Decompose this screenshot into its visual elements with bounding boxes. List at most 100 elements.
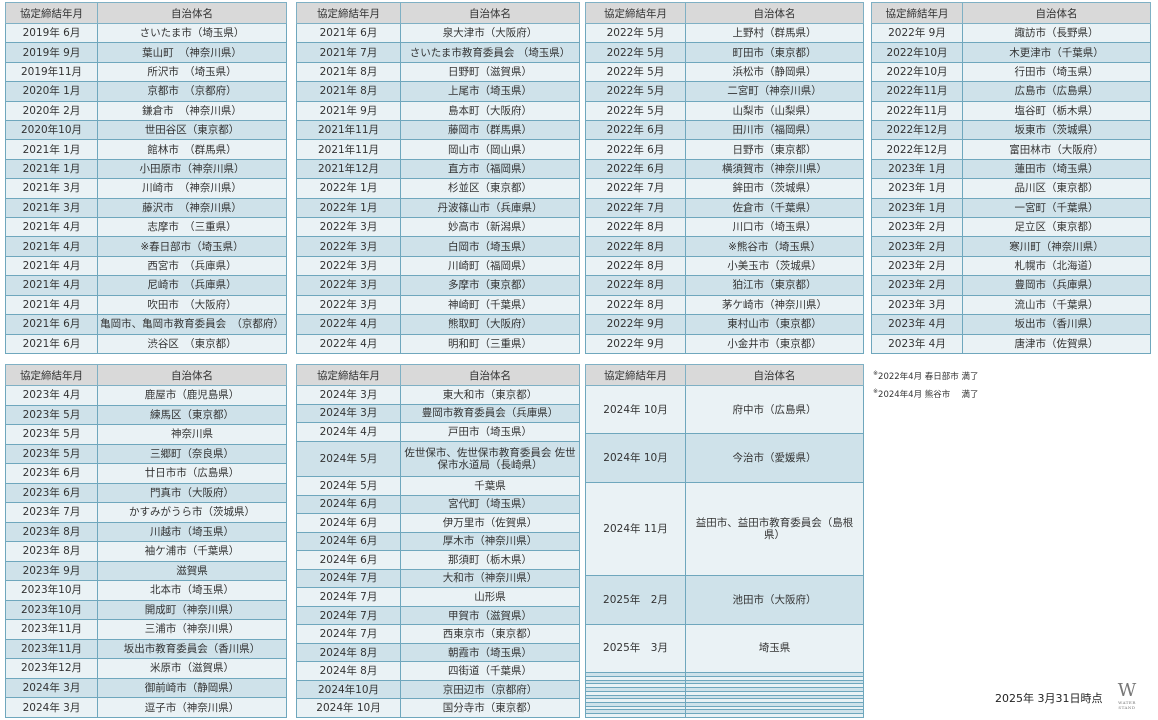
table-row: 2023年 4月 鹿屋市（鹿児島県） xyxy=(5,385,287,406)
table-row: 2022年 8月 小美玉市（茨城県） xyxy=(585,255,864,277)
agreement-date: 2024年 8月 xyxy=(296,642,401,663)
header-row: 協定締結年月 自治体名 xyxy=(871,2,1151,24)
municipality-name: 京田辺市（京都府） xyxy=(400,679,580,700)
municipality-name: 札幌市（北海道） xyxy=(962,255,1151,277)
municipality-name: 米原市（滋賀県） xyxy=(97,658,287,679)
municipality-name: 狛江市（東京都） xyxy=(685,275,864,296)
agreement-date: 2024年 6月 xyxy=(296,513,401,533)
table-row xyxy=(585,713,864,718)
table-row: 2023年 5月 練馬区（東京都） xyxy=(5,404,287,426)
table-row: 2024年 7月 山形県 xyxy=(296,587,580,607)
table-row: 2023年 1月 一宮町（千葉県） xyxy=(871,197,1151,219)
table-row: 2022年 5月 山梨市（山梨県） xyxy=(585,100,864,122)
municipality-name: 豊岡市（兵庫県） xyxy=(962,275,1151,296)
agreement-date: 2020年10月 xyxy=(5,120,98,141)
table-row: 2024年 7月 西東京市（東京都） xyxy=(296,624,580,644)
table-row: 2019年 6月 さいたま市（埼玉県） xyxy=(5,22,287,44)
municipality-name: 上尾市（埼玉県） xyxy=(400,81,580,102)
agreement-date: 2024年 10月 xyxy=(585,384,686,435)
agreement-date: 2022年 3月 xyxy=(296,275,401,296)
header-name: 自治体名 xyxy=(685,2,864,24)
table-row: 2021年 8月 上尾市（埼玉県） xyxy=(296,81,580,102)
agreement-date: 2021年 8月 xyxy=(296,81,401,102)
agreement-date: 2023年11月 xyxy=(5,619,98,640)
table-row: 2023年 8月 袖ケ浦市（千葉県） xyxy=(5,541,287,562)
table-row: 2024年 8月 四街道（千葉県） xyxy=(296,661,580,681)
municipality-name xyxy=(685,713,864,718)
table-row: 2021年 4月 志摩市 （三重県） xyxy=(5,217,287,238)
agreement-date: 2025年 3月 xyxy=(585,623,686,674)
municipality-name: 川崎町（福岡県） xyxy=(400,255,580,277)
table-row: 2023年 3月 流山市（千葉県） xyxy=(871,294,1151,316)
municipality-name: 御前崎市（静岡県） xyxy=(97,677,287,699)
municipality-name: 二宮町（神奈川県） xyxy=(685,81,864,102)
table-row: 2023年10月 開成町（神奈川県） xyxy=(5,599,287,621)
agreement-date: 2023年 6月 xyxy=(5,463,98,484)
agreement-date: 2021年 3月 xyxy=(5,197,98,219)
agreement-date: 2021年 4月 xyxy=(5,236,98,257)
table-row: 2024年 8月 朝霞市（埼玉県） xyxy=(296,642,580,663)
table-row: 2023年 1月 品川区（東京都） xyxy=(871,178,1151,199)
agreement-table: 協定締結年月 自治体名 2023年 4月 鹿屋市（鹿児島県） 2023年 5月 練馬区（東… xyxy=(5,364,287,718)
table-row: 2023年 5月 三郷町（奈良県） xyxy=(5,443,287,465)
header-name: 自治体名 xyxy=(97,364,287,386)
table-row: 2024年 6月 宮代町（埼玉県） xyxy=(296,494,580,515)
agreement-date: 2023年10月 xyxy=(5,599,98,621)
table-row: 2022年 5月 浜松市（静岡県） xyxy=(585,61,864,83)
table-row: 2022年10月 行田市（埼玉県） xyxy=(871,61,1151,83)
municipality-name: 行田市（埼玉県） xyxy=(962,61,1151,83)
header-row: 協定締結年月 自治体名 xyxy=(296,2,580,24)
municipality-name: 佐世保市、佐世保市教育委員会 佐世保市水道局（長崎県） xyxy=(400,440,580,478)
header-row: 協定締結年月 自治体名 xyxy=(585,2,864,24)
agreement-date: 2025年 2月 xyxy=(585,575,686,625)
municipality-name: 丹波篠山市（兵庫県） xyxy=(400,197,580,219)
agreement-date: 2022年 8月 xyxy=(585,217,686,238)
agreement-date: 2023年 8月 xyxy=(5,541,98,562)
table-row: 2022年 9月 東村山市（東京都） xyxy=(585,314,864,335)
header-date: 協定締結年月 xyxy=(5,2,98,24)
table-row: 2022年 3月 川崎町（福岡県） xyxy=(296,255,580,277)
footnote-1: ※2022年4月 春日部市 満了 xyxy=(873,370,979,382)
municipality-name: 明和町（三重県） xyxy=(400,333,580,354)
municipality-name: 藤岡市（群馬県） xyxy=(400,120,580,141)
municipality-name: 伊万里市（佐賀県） xyxy=(400,513,580,533)
table-row: 2024年 7月 大和市（神奈川県） xyxy=(296,568,580,589)
agreement-date: 2022年 8月 xyxy=(585,236,686,257)
table-row: 2021年 8月 日野町（滋賀県） xyxy=(296,61,580,83)
table-row: 2022年 1月 丹波篠山市（兵庫県） xyxy=(296,197,580,219)
municipality-name: 大和市（神奈川県） xyxy=(400,568,580,589)
table-row: 2023年11月 坂出市教育委員会（香川県） xyxy=(5,638,287,660)
agreement-date: 2022年12月 xyxy=(871,139,963,160)
table-row: 2020年 1月 京都市 （京都府） xyxy=(5,81,287,102)
municipality-name: 廿日市市（広島県） xyxy=(97,463,287,484)
municipality-name: 朝霞市（埼玉県） xyxy=(400,642,580,663)
table-row: 2021年 4月 ※春日部市（埼玉県） xyxy=(5,236,287,257)
table-row: 2022年 7月 鉾田市（茨城県） xyxy=(585,178,864,199)
municipality-name: 今治市（愛媛県） xyxy=(685,433,864,483)
agreement-date: 2022年 6月 xyxy=(585,158,686,180)
table-row: 2023年 5月 神奈川県 xyxy=(5,424,287,445)
agreement-date: 2022年 6月 xyxy=(585,120,686,141)
agreement-date: 2023年 6月 xyxy=(5,482,98,504)
municipality-name: さいたま市（埼玉県） xyxy=(97,22,287,44)
municipality-name: 妙高市（新潟県） xyxy=(400,217,580,238)
agreement-date: 2024年 3月 xyxy=(5,697,98,718)
municipality-name: 神崎町（千葉県） xyxy=(400,294,580,316)
municipality-name: 西宮市 （兵庫県） xyxy=(97,255,287,277)
agreement-date: 2022年 3月 xyxy=(296,236,401,257)
municipality-name: 上野村（群馬県） xyxy=(685,22,864,44)
as-of-date: 2025年 3月31日時点 xyxy=(995,692,1103,705)
agreement-date: 2024年 3月 xyxy=(5,677,98,699)
table-row: 2020年 2月 鎌倉市 （神奈川県） xyxy=(5,100,287,122)
table-row: 2024年 5月 千葉県 xyxy=(296,476,580,496)
agreement-date: 2022年 1月 xyxy=(296,178,401,199)
agreement-date: 2022年 5月 xyxy=(585,42,686,63)
header-row: 協定締結年月 自治体名 xyxy=(585,364,864,386)
agreement-date: 2024年 4月 xyxy=(296,422,401,442)
municipality-name: 一宮町（千葉県） xyxy=(962,197,1151,219)
table-row: 2022年 6月 日野市（東京都） xyxy=(585,139,864,160)
table-row: 2023年 1月 蓮田市（埼玉県） xyxy=(871,158,1151,180)
table-row: 2023年 2月 札幌市（北海道） xyxy=(871,255,1151,277)
municipality-name: 所沢市 （埼玉県） xyxy=(97,61,287,83)
municipality-name: 那須町（栃木県） xyxy=(400,550,580,570)
